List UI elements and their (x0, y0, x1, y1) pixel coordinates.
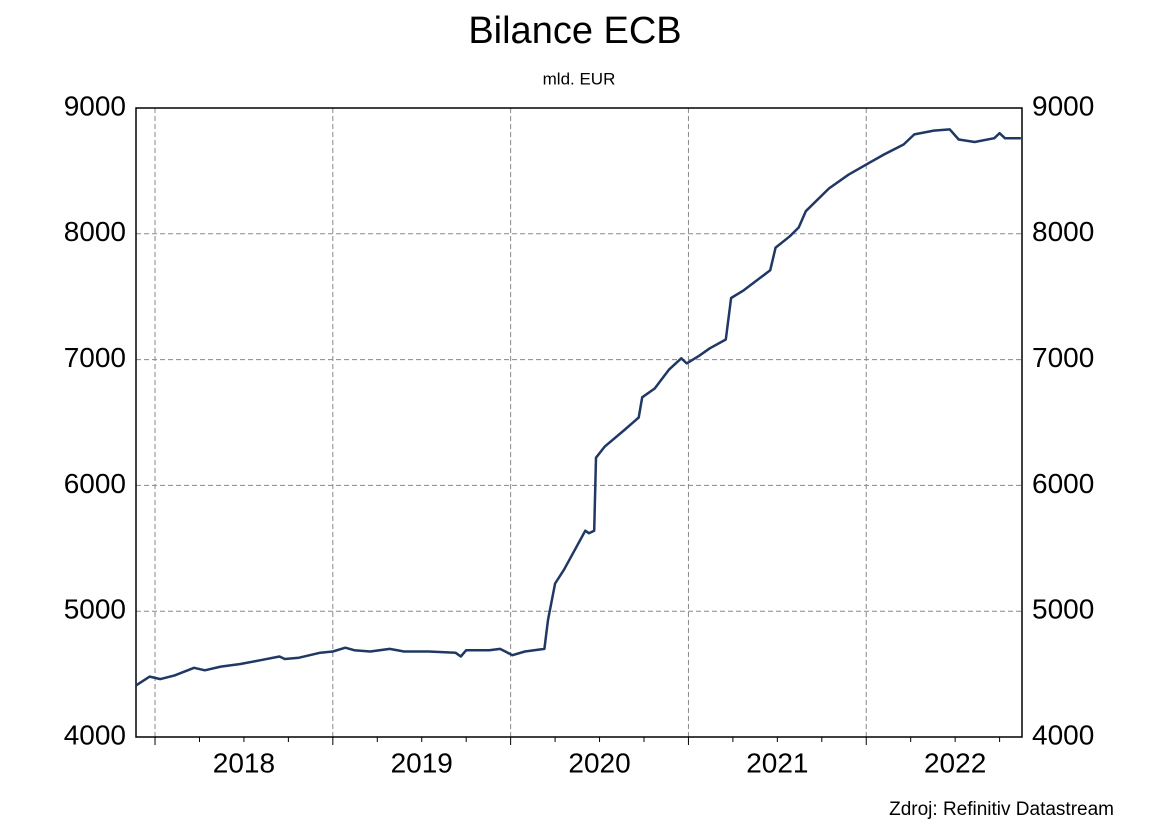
source-note: Zdroj: Refinitiv Datastream (889, 799, 1114, 820)
y2-tick-label: 9000 (1032, 90, 1094, 121)
chart-title: Bilance ECB (468, 10, 681, 52)
y-tick-label: 4000 (64, 719, 126, 750)
y-tick-label: 5000 (64, 594, 126, 625)
y-tick-label: 9000 (64, 90, 126, 121)
y-tick-label: 7000 (64, 342, 126, 373)
chart-subtitle: mld. EUR (543, 69, 616, 88)
x-tick-label: 2019 (391, 747, 453, 778)
y-tick-label: 6000 (64, 468, 126, 499)
y2-tick-label: 6000 (1032, 468, 1094, 499)
x-tick-label: 2021 (746, 747, 808, 778)
y2-tick-label: 7000 (1032, 342, 1094, 373)
x-tick-label: 2018 (213, 747, 275, 778)
x-tick-label: 2022 (924, 747, 986, 778)
y-tick-label: 8000 (64, 216, 126, 247)
y2-tick-label: 4000 (1032, 719, 1094, 750)
y2-tick-label: 8000 (1032, 216, 1094, 247)
plot-frame (135, 107, 1023, 738)
x-tick-label: 2020 (568, 747, 630, 778)
y2-tick-label: 5000 (1032, 594, 1094, 625)
data-line (135, 128, 1021, 687)
